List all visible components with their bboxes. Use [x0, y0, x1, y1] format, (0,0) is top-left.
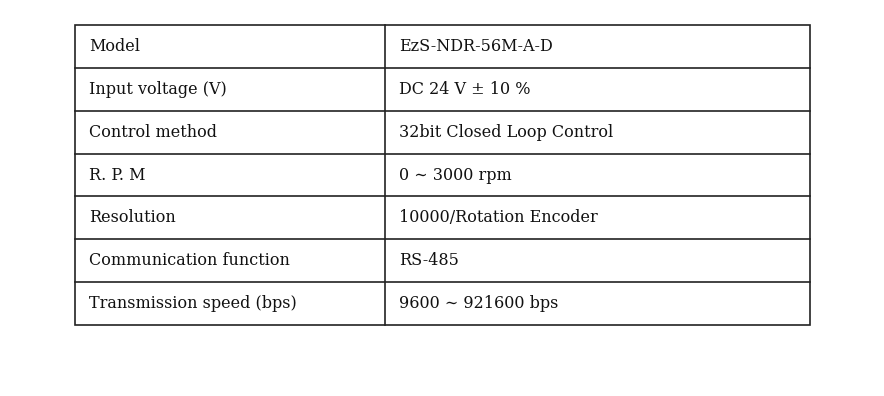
Text: Control method: Control method [89, 124, 217, 141]
Text: R. P. M: R. P. M [89, 166, 146, 183]
Text: Resolution: Resolution [89, 209, 176, 227]
Text: 10000/Rotation Encoder: 10000/Rotation Encoder [399, 209, 598, 227]
Text: Transmission speed (bps): Transmission speed (bps) [89, 295, 297, 312]
Text: DC 24 V ± 10 %: DC 24 V ± 10 % [399, 81, 530, 98]
Text: Input voltage (V): Input voltage (V) [89, 81, 227, 98]
Text: Communication function: Communication function [89, 252, 290, 269]
Text: EzS-NDR-56M-A-D: EzS-NDR-56M-A-D [399, 38, 552, 55]
Text: RS-485: RS-485 [399, 252, 459, 269]
Text: Model: Model [89, 38, 140, 55]
Text: 9600 ∼ 921600 bps: 9600 ∼ 921600 bps [399, 295, 559, 312]
Text: 0 ∼ 3000 rpm: 0 ∼ 3000 rpm [399, 166, 512, 183]
Bar [75, 25, 810, 325]
Text: 32bit Closed Loop Control: 32bit Closed Loop Control [399, 124, 613, 141]
